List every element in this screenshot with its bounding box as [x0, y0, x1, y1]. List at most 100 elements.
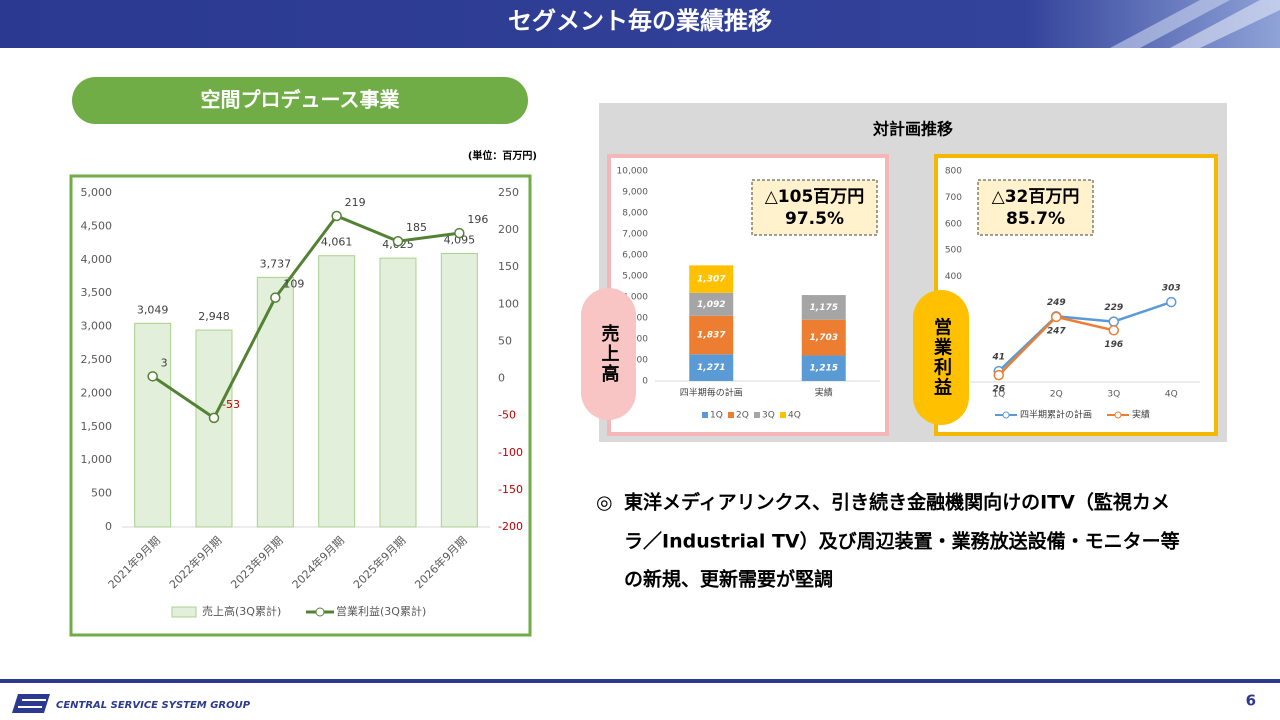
bar — [318, 255, 356, 528]
annotation-text: 97.5% — [785, 209, 844, 229]
y-tick-label: 4,000 — [622, 293, 648, 303]
page-number: 6 — [1246, 692, 1256, 710]
annotation-text: 85.7% — [1006, 209, 1065, 229]
data-label: 41 — [991, 353, 1005, 363]
marker — [993, 369, 1004, 381]
y-tick-label: 6,000 — [622, 251, 648, 261]
y-tick-label: 9,000 — [622, 188, 648, 198]
legend-label: 四半期累計の計画 — [1020, 409, 1092, 421]
data-label: 2,948 — [198, 310, 230, 323]
marker — [454, 227, 465, 239]
x-tick-label: 四半期毎の計画 — [680, 387, 743, 399]
footer-logo-mark — [18, 699, 46, 708]
bar-segment — [801, 319, 846, 356]
data-label: 229 — [1104, 303, 1123, 313]
y-tick-label: 0 — [498, 372, 505, 385]
data-label: 247 — [1047, 326, 1067, 336]
unit-label: (単位：百万円) — [468, 149, 537, 162]
y-tick-label: 7,000 — [622, 230, 648, 240]
bar — [195, 329, 233, 528]
data-label: 3 — [161, 356, 168, 369]
section-pill — [72, 77, 528, 124]
data-label: 249 — [1047, 298, 1066, 308]
side-pill — [581, 288, 636, 420]
footer-logo — [12, 694, 50, 713]
y-tick-label: 500 — [945, 246, 962, 256]
bar-segment — [689, 265, 734, 293]
y-tick-label: 400 — [945, 272, 962, 282]
data-label: 196 — [1104, 340, 1123, 350]
y-tick-label: 5,000 — [622, 272, 648, 282]
annotation-text: △105百万円 — [765, 187, 865, 207]
legend-swatch — [780, 412, 786, 418]
legend-swatch — [728, 412, 734, 418]
marker — [1108, 325, 1119, 336]
y-tick-label: -50 — [498, 409, 516, 422]
data-label: -53 — [222, 398, 240, 411]
legend-label: 2Q — [736, 411, 749, 421]
bar-segment — [689, 292, 734, 316]
x-tick-label: 1Q — [992, 390, 1005, 400]
data-label: 196 — [467, 213, 488, 226]
y-tick-label: 2,000 — [81, 386, 113, 399]
y-tick-label: 2,500 — [81, 353, 113, 366]
y-tick-label: -200 — [498, 520, 523, 533]
footer-rule — [0, 679, 1280, 683]
header-stripe — [1170, 0, 1280, 48]
side-label: 売上高 — [599, 323, 620, 384]
y-tick-label: 5,000 — [81, 186, 113, 199]
legend-label: 1Q — [710, 411, 723, 421]
side-pill — [913, 290, 969, 425]
legend-swatch — [315, 607, 325, 617]
y-tick-label: 100 — [498, 297, 519, 310]
y-tick-label: 700 — [945, 193, 962, 203]
bullet-marker: ◎ — [596, 492, 613, 514]
y-tick-label: 0 — [105, 520, 112, 533]
line — [997, 300, 1172, 373]
bar — [440, 252, 478, 528]
data-label: 303 — [1162, 284, 1181, 294]
data-label: 1,703 — [810, 333, 838, 343]
y-tick-label: 250 — [498, 186, 519, 199]
bar — [256, 276, 294, 528]
bullet-line: ラ／Industrial TV）及び周辺装置・業務放送設備・モニター等 — [624, 530, 1180, 553]
annotation-box — [977, 179, 1094, 236]
y-tick-label: 500 — [91, 487, 112, 500]
line — [151, 214, 460, 421]
legend-label: 売上高(3Q累計) — [202, 604, 281, 618]
legend-swatch — [171, 606, 197, 618]
y-tick-label: 1,000 — [81, 453, 113, 466]
x-tick-label: 実績 — [815, 387, 833, 399]
data-label: 109 — [283, 278, 304, 291]
footer-company: CENTRAL SERVICE SYSTEM GROUP — [56, 700, 251, 711]
data-label: 3,049 — [137, 303, 169, 316]
y-tick-label: 0 — [642, 377, 648, 387]
data-label: 1,837 — [697, 331, 726, 341]
data-label: 1,271 — [697, 363, 725, 373]
y-tick-label: 600 — [945, 219, 962, 229]
legend-label: 実績 — [1132, 409, 1150, 421]
marker — [331, 210, 342, 222]
comparison-title: 対計画推移 — [872, 120, 953, 139]
x-tick-label: 2Q — [1050, 390, 1063, 400]
legend-label: 3Q — [762, 411, 775, 421]
data-label: 219 — [345, 196, 366, 209]
section-title: 空間プロデュース事業 — [201, 88, 401, 112]
header-bar — [0, 0, 1280, 48]
marker — [208, 412, 220, 424]
legend-swatch — [754, 412, 760, 418]
legend-label: 営業利益(3Q累計) — [336, 604, 426, 618]
y-tick-label: 1,500 — [81, 420, 113, 433]
y-tick-label: 4,500 — [81, 219, 113, 232]
data-label: 4,061 — [321, 236, 353, 249]
data-label: 1,092 — [697, 300, 725, 310]
data-label: 1,175 — [810, 303, 838, 313]
marker — [1051, 311, 1062, 323]
bullet-line: 東洋メディアリンクス、引き続き金融機関向けのITV（監視カメ — [624, 491, 1170, 514]
y-tick-label: 50 — [498, 334, 512, 347]
bar — [379, 257, 417, 528]
legend-swatch — [702, 412, 708, 418]
x-tick-label: 4Q — [1165, 390, 1178, 400]
marker — [1166, 296, 1177, 308]
